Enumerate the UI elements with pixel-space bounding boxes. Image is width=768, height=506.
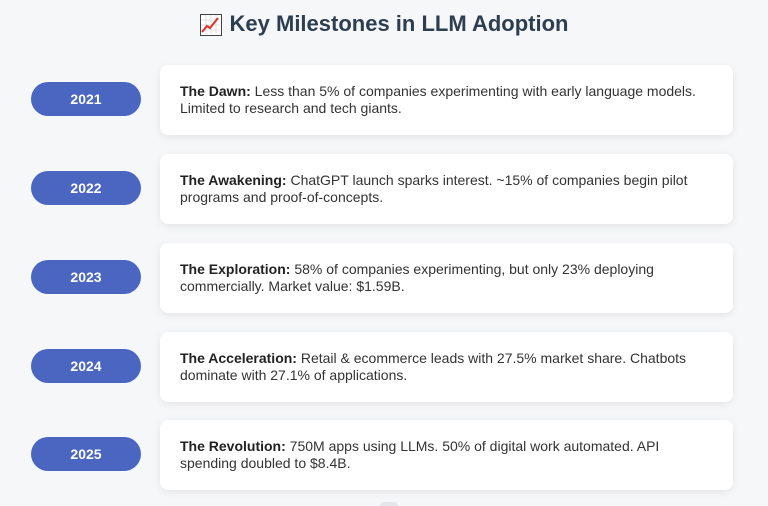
milestone-description: 750M apps using LLMs. 50% of digital wor… bbox=[180, 438, 660, 471]
milestone-heading: The Exploration: bbox=[180, 261, 291, 277]
milestone-row-2023: 2023 The Exploration: 58% of companies e… bbox=[0, 243, 768, 313]
year-badge: 2022 bbox=[31, 171, 141, 205]
milestone-description: Less than 5% of companies experimenting … bbox=[180, 83, 696, 116]
milestone-description: 58% of companies experimenting, but only… bbox=[180, 261, 654, 294]
milestone-row-2025: 2025 The Revolution: 750M apps using LLM… bbox=[0, 420, 768, 490]
year-badge: 2021 bbox=[31, 82, 141, 116]
milestone-heading: The Awakening: bbox=[180, 172, 287, 188]
milestone-description: Retail & ecommerce leads with 27.5% mark… bbox=[180, 350, 687, 383]
year-badge: 2024 bbox=[31, 349, 141, 383]
milestone-card: The Revolution: 750M apps using LLMs. 50… bbox=[160, 420, 733, 490]
milestone-card: The Awakening: ChatGPT launch sparks int… bbox=[160, 154, 733, 224]
page-title: Key Milestones in LLM Adoption bbox=[229, 11, 569, 36]
milestone-row-2021: 2021 The Dawn: Less than 5% of companies… bbox=[0, 65, 768, 135]
milestone-row-2024: 2024 The Acceleration: Retail & ecommerc… bbox=[0, 332, 768, 402]
milestone-row-2022: 2022 The Awakening: ChatGPT launch spark… bbox=[0, 154, 768, 224]
milestone-description: ChatGPT launch sparks interest. ~15% of … bbox=[180, 172, 688, 205]
chart-increasing-icon bbox=[199, 14, 222, 36]
milestone-heading: The Acceleration: bbox=[180, 350, 297, 366]
page-title-container: Key Milestones in LLM Adoption bbox=[0, 10, 768, 38]
milestone-heading: The Revolution: bbox=[180, 438, 286, 454]
scroll-indicator[interactable] bbox=[380, 502, 398, 506]
year-badge: 2025 bbox=[31, 437, 141, 471]
milestone-card: The Acceleration: Retail & ecommerce lea… bbox=[160, 332, 733, 402]
year-badge: 2023 bbox=[31, 260, 141, 294]
milestone-card: The Exploration: 58% of companies experi… bbox=[160, 243, 733, 313]
milestone-card: The Dawn: Less than 5% of companies expe… bbox=[160, 65, 733, 135]
milestone-heading: The Dawn: bbox=[180, 83, 251, 99]
